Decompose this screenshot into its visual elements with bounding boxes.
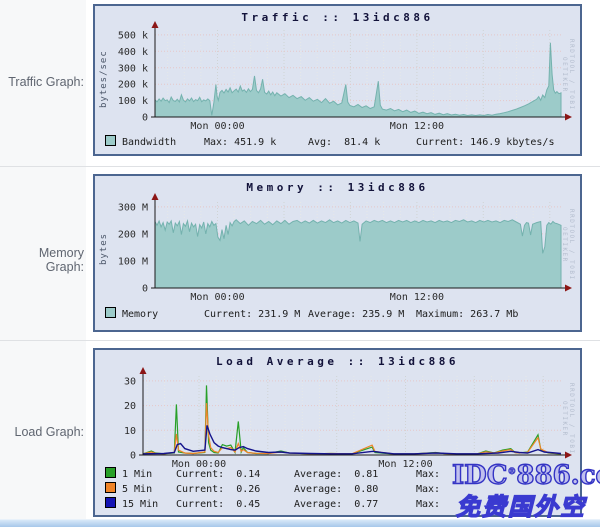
svg-text:Mon 00:00: Mon 00:00 xyxy=(172,459,226,470)
traffic-legend: Bandwidth Max: 451.9 k Avg: 81.4 k Current:… xyxy=(105,135,578,150)
rrdtool-watermark: RRDTOOL / TOBI OETIKER xyxy=(561,209,575,281)
legend-stat: Avg: 81.4 k xyxy=(308,137,381,148)
legend-swatch-icon xyxy=(105,497,116,508)
svg-text:30: 30 xyxy=(124,376,136,387)
svg-text:200 M: 200 M xyxy=(118,229,148,240)
legend-stat: Max: xyxy=(416,469,447,480)
watermark-part: 886.com xyxy=(516,460,600,491)
load-legend: 1 Min Current: 0.14 Average: 0.81 Max: 5 Mi… xyxy=(105,467,578,512)
rrdtool-watermark: RRDTOOL / TOBI OETIKER xyxy=(561,39,575,111)
memory-legend: Memory Current: 231.9 M Average: 235.9 M Ma… xyxy=(105,307,578,322)
legend-stat: Average: 0.81 xyxy=(294,469,379,480)
row-separator xyxy=(0,166,600,167)
legend-row: 5 Min Current: 0.26 Average: 0.80 Max: xyxy=(105,482,578,497)
legend-row: Bandwidth Max: 451.9 k Avg: 81.4 k Current:… xyxy=(105,135,578,150)
legend-stat: Max: xyxy=(416,499,447,510)
svg-text:20: 20 xyxy=(124,401,136,412)
legend-swatch-icon xyxy=(105,307,116,318)
legend-series-name: 15 Min xyxy=(122,499,159,510)
svg-text:Mon 12:00: Mon 12:00 xyxy=(390,121,444,132)
svg-text:100 k: 100 k xyxy=(118,96,148,107)
svg-text:400 k: 400 k xyxy=(118,47,148,58)
site-watermark-text: IDC®886.com xyxy=(451,458,600,491)
legend-row: 15 Min Current: 0.45 Average: 0.77 Max: xyxy=(105,497,578,512)
legend-series-name: 1 Min xyxy=(122,469,153,480)
legend-stat: Average: 0.80 xyxy=(294,484,379,495)
legend-row: 1 Min Current: 0.14 Average: 0.81 Max: xyxy=(105,467,578,482)
registered-mark: ® xyxy=(507,467,517,478)
legend-stat: Current: 146.9 kbytes/s xyxy=(416,137,555,148)
legend-swatch-icon xyxy=(105,135,116,146)
graph-panel-memory[interactable]: 0 100 M 200 M 300 M Mon 00:00 Mon 12:00 Memor… xyxy=(93,174,582,332)
traffic-chart: 0 100 k 200 k 300 k 400 k 500 k Mon 00:00 Mon 1… xyxy=(118,21,572,132)
svg-text:300 k: 300 k xyxy=(118,63,148,74)
label-column xyxy=(0,0,86,519)
graph-panel-load[interactable]: 0 10 20 30 Mon 00:00 Mon 12:00 Load Average :… xyxy=(93,348,582,517)
legend-series-name: 5 Min xyxy=(122,484,153,495)
svg-text:10: 10 xyxy=(124,426,136,437)
row-label-memory-graph: Memory Graph: xyxy=(38,246,84,274)
site-watermark-chinese: 免费国外空间 xyxy=(455,491,586,527)
y-axis-unit-label: bytes/sec xyxy=(99,50,109,108)
legend-swatch-icon xyxy=(105,467,116,478)
y-axis-unit-label: bytes xyxy=(99,232,109,266)
graph-title: Memory :: 13idc886 xyxy=(246,181,429,194)
load-chart: 0 10 20 30 Mon 00:00 Mon 12:00 xyxy=(124,367,572,470)
rrdtool-watermark: RRDTOOL / TOBI OETIKER xyxy=(561,383,575,455)
svg-text:0: 0 xyxy=(130,451,136,462)
legend-row: Memory Current: 231.9 M Average: 235.9 M Ma… xyxy=(105,307,578,322)
svg-text:300 M: 300 M xyxy=(118,202,148,213)
svg-text:0: 0 xyxy=(142,113,148,124)
legend-stat: Maximum: 263.7 Mb xyxy=(416,309,519,320)
memory-chart: 0 100 M 200 M 300 M Mon 00:00 Mon 12:00 xyxy=(118,193,572,303)
graph-title: Traffic :: 13idc886 xyxy=(241,11,434,24)
row-label-traffic-graph: Traffic Graph: xyxy=(8,75,84,89)
svg-text:Mon 00:00: Mon 00:00 xyxy=(190,121,244,132)
row-label-load-graph: Load Graph: xyxy=(14,425,85,439)
svg-text:200 k: 200 k xyxy=(118,80,148,91)
legend-series-name: Memory xyxy=(122,309,159,320)
svg-text:Mon 12:00: Mon 12:00 xyxy=(390,292,444,303)
graph-title: Load Average :: 13idc886 xyxy=(216,355,459,368)
legend-stat: Current: 0.26 xyxy=(176,484,261,495)
svg-text:Mon 00:00: Mon 00:00 xyxy=(190,292,244,303)
svg-text:100 M: 100 M xyxy=(118,257,148,268)
row-separator xyxy=(0,340,600,341)
legend-series-name: Bandwidth xyxy=(122,137,177,148)
legend-stat: Current: 0.45 xyxy=(176,499,261,510)
legend-stat: Current: 0.14 xyxy=(176,469,261,480)
graph-panel-traffic[interactable]: 0 100 k 200 k 300 k 400 k 500 k Mon 00:00 Mon 1… xyxy=(93,4,582,156)
legend-stat: Max: 451.9 k xyxy=(204,137,277,148)
footer-divider xyxy=(0,519,600,527)
svg-text:0: 0 xyxy=(142,284,148,295)
legend-stat: Current: 231.9 M xyxy=(204,309,301,320)
svg-text:Mon 12:00: Mon 12:00 xyxy=(378,459,432,470)
legend-stat: Max: xyxy=(416,484,447,495)
svg-text:500 k: 500 k xyxy=(118,30,148,41)
legend-swatch-icon xyxy=(105,482,116,493)
legend-stat: Average: 0.77 xyxy=(294,499,379,510)
legend-stat: Average: 235.9 M xyxy=(308,309,405,320)
watermark-part: IDC xyxy=(451,460,508,491)
